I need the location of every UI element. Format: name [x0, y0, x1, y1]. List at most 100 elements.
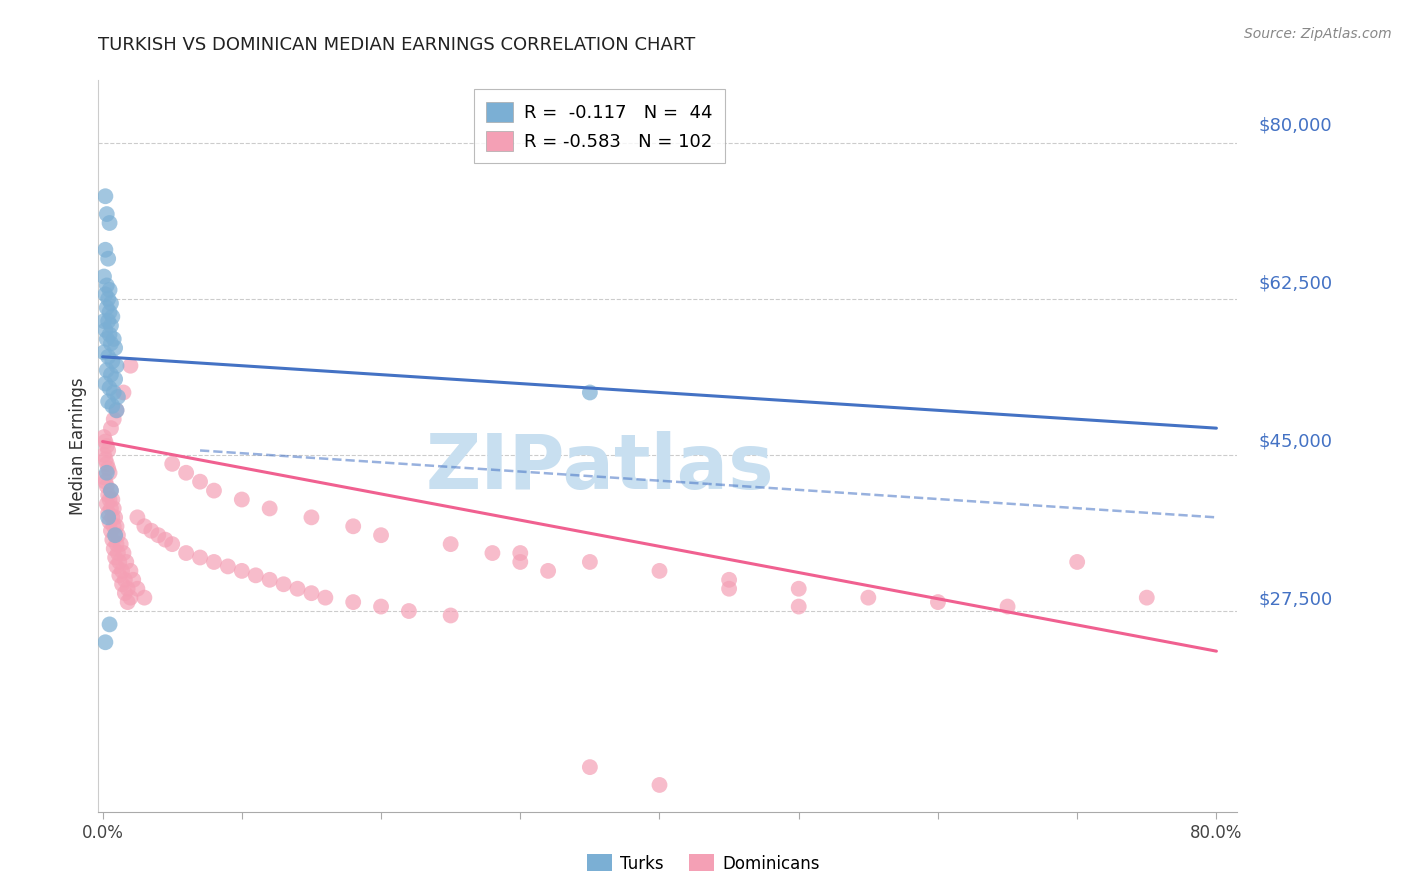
Point: [104, 528, 127, 542]
Text: $45,000: $45,000: [1258, 433, 1333, 450]
Point: [114, 573, 136, 587]
Legend: Turks, Dominicans: Turks, Dominicans: [579, 847, 827, 880]
Point: [93, 314, 115, 328]
Point: [93, 269, 115, 284]
Point: [107, 546, 129, 560]
Point: [259, 573, 281, 587]
Point: [97, 292, 120, 306]
Point: [188, 550, 211, 565]
Text: $62,500: $62,500: [1258, 275, 1333, 293]
Point: [370, 528, 392, 542]
Point: [398, 604, 420, 618]
Point: [98, 305, 121, 319]
Point: [101, 354, 124, 368]
Point: [93, 345, 115, 359]
Point: [103, 519, 125, 533]
Point: [100, 336, 122, 351]
Point: [97, 506, 120, 520]
Point: [101, 399, 124, 413]
Point: [96, 479, 118, 493]
Point: [96, 497, 118, 511]
Y-axis label: Median Earnings: Median Earnings: [69, 377, 87, 515]
Point: [105, 359, 128, 373]
Point: [188, 475, 211, 489]
Point: [96, 466, 118, 480]
Point: [98, 381, 121, 395]
Text: $27,500: $27,500: [1258, 591, 1333, 608]
Point: [98, 216, 121, 230]
Point: [97, 394, 120, 409]
Point: [134, 591, 156, 605]
Point: [111, 564, 134, 578]
Point: [97, 443, 120, 458]
Point: [370, 599, 392, 614]
Point: [141, 524, 163, 538]
Point: [97, 488, 120, 502]
Point: [104, 341, 127, 355]
Point: [94, 376, 117, 391]
Point: [98, 466, 121, 480]
Point: [122, 573, 145, 587]
Point: [104, 372, 127, 386]
Point: [112, 546, 135, 560]
Point: [101, 533, 124, 547]
Point: [98, 515, 121, 529]
Point: [100, 501, 122, 516]
Point: [98, 283, 121, 297]
Point: [718, 573, 741, 587]
Point: [93, 430, 115, 444]
Point: [117, 595, 139, 609]
Point: [105, 519, 128, 533]
Point: [112, 385, 135, 400]
Point: [94, 475, 117, 489]
Point: [217, 559, 239, 574]
Point: [103, 412, 125, 426]
Text: TURKISH VS DOMINICAN MEDIAN EARNINGS CORRELATION CHART: TURKISH VS DOMINICAN MEDIAN EARNINGS COR…: [98, 36, 696, 54]
Point: [101, 492, 124, 507]
Point: [648, 778, 671, 792]
Point: [100, 318, 122, 333]
Point: [301, 586, 323, 600]
Point: [160, 537, 183, 551]
Point: [114, 586, 136, 600]
Point: [342, 595, 364, 609]
Point: [97, 510, 120, 524]
Point: [287, 582, 309, 596]
Point: [97, 461, 120, 475]
Point: [100, 421, 122, 435]
Point: [94, 434, 117, 449]
Point: [1136, 591, 1159, 605]
Point: [120, 359, 142, 373]
Point: [155, 533, 177, 547]
Point: [93, 448, 115, 462]
Text: ZIPatlas: ZIPatlas: [425, 431, 773, 505]
Point: [105, 537, 128, 551]
Point: [440, 537, 463, 551]
Point: [107, 528, 129, 542]
Point: [117, 582, 139, 596]
Point: [509, 546, 531, 560]
Point: [98, 617, 121, 632]
Point: [104, 550, 127, 565]
Point: [100, 368, 122, 382]
Point: [134, 519, 156, 533]
Point: [231, 564, 253, 578]
Point: [96, 332, 118, 346]
Point: [104, 528, 127, 542]
Point: [108, 568, 131, 582]
Point: [96, 363, 118, 377]
Point: [94, 287, 117, 301]
Legend: R =  -0.117   N =  44, R = -0.583   N = 102: R = -0.117 N = 44, R = -0.583 N = 102: [474, 89, 725, 163]
Point: [127, 582, 149, 596]
Point: [648, 564, 671, 578]
Point: [103, 541, 125, 556]
Point: [787, 599, 810, 614]
Point: [94, 323, 117, 337]
Point: [96, 439, 118, 453]
Point: [509, 555, 531, 569]
Point: [245, 568, 267, 582]
Point: [115, 555, 138, 569]
Point: [100, 483, 122, 498]
Point: [94, 635, 117, 649]
Point: [787, 582, 810, 596]
